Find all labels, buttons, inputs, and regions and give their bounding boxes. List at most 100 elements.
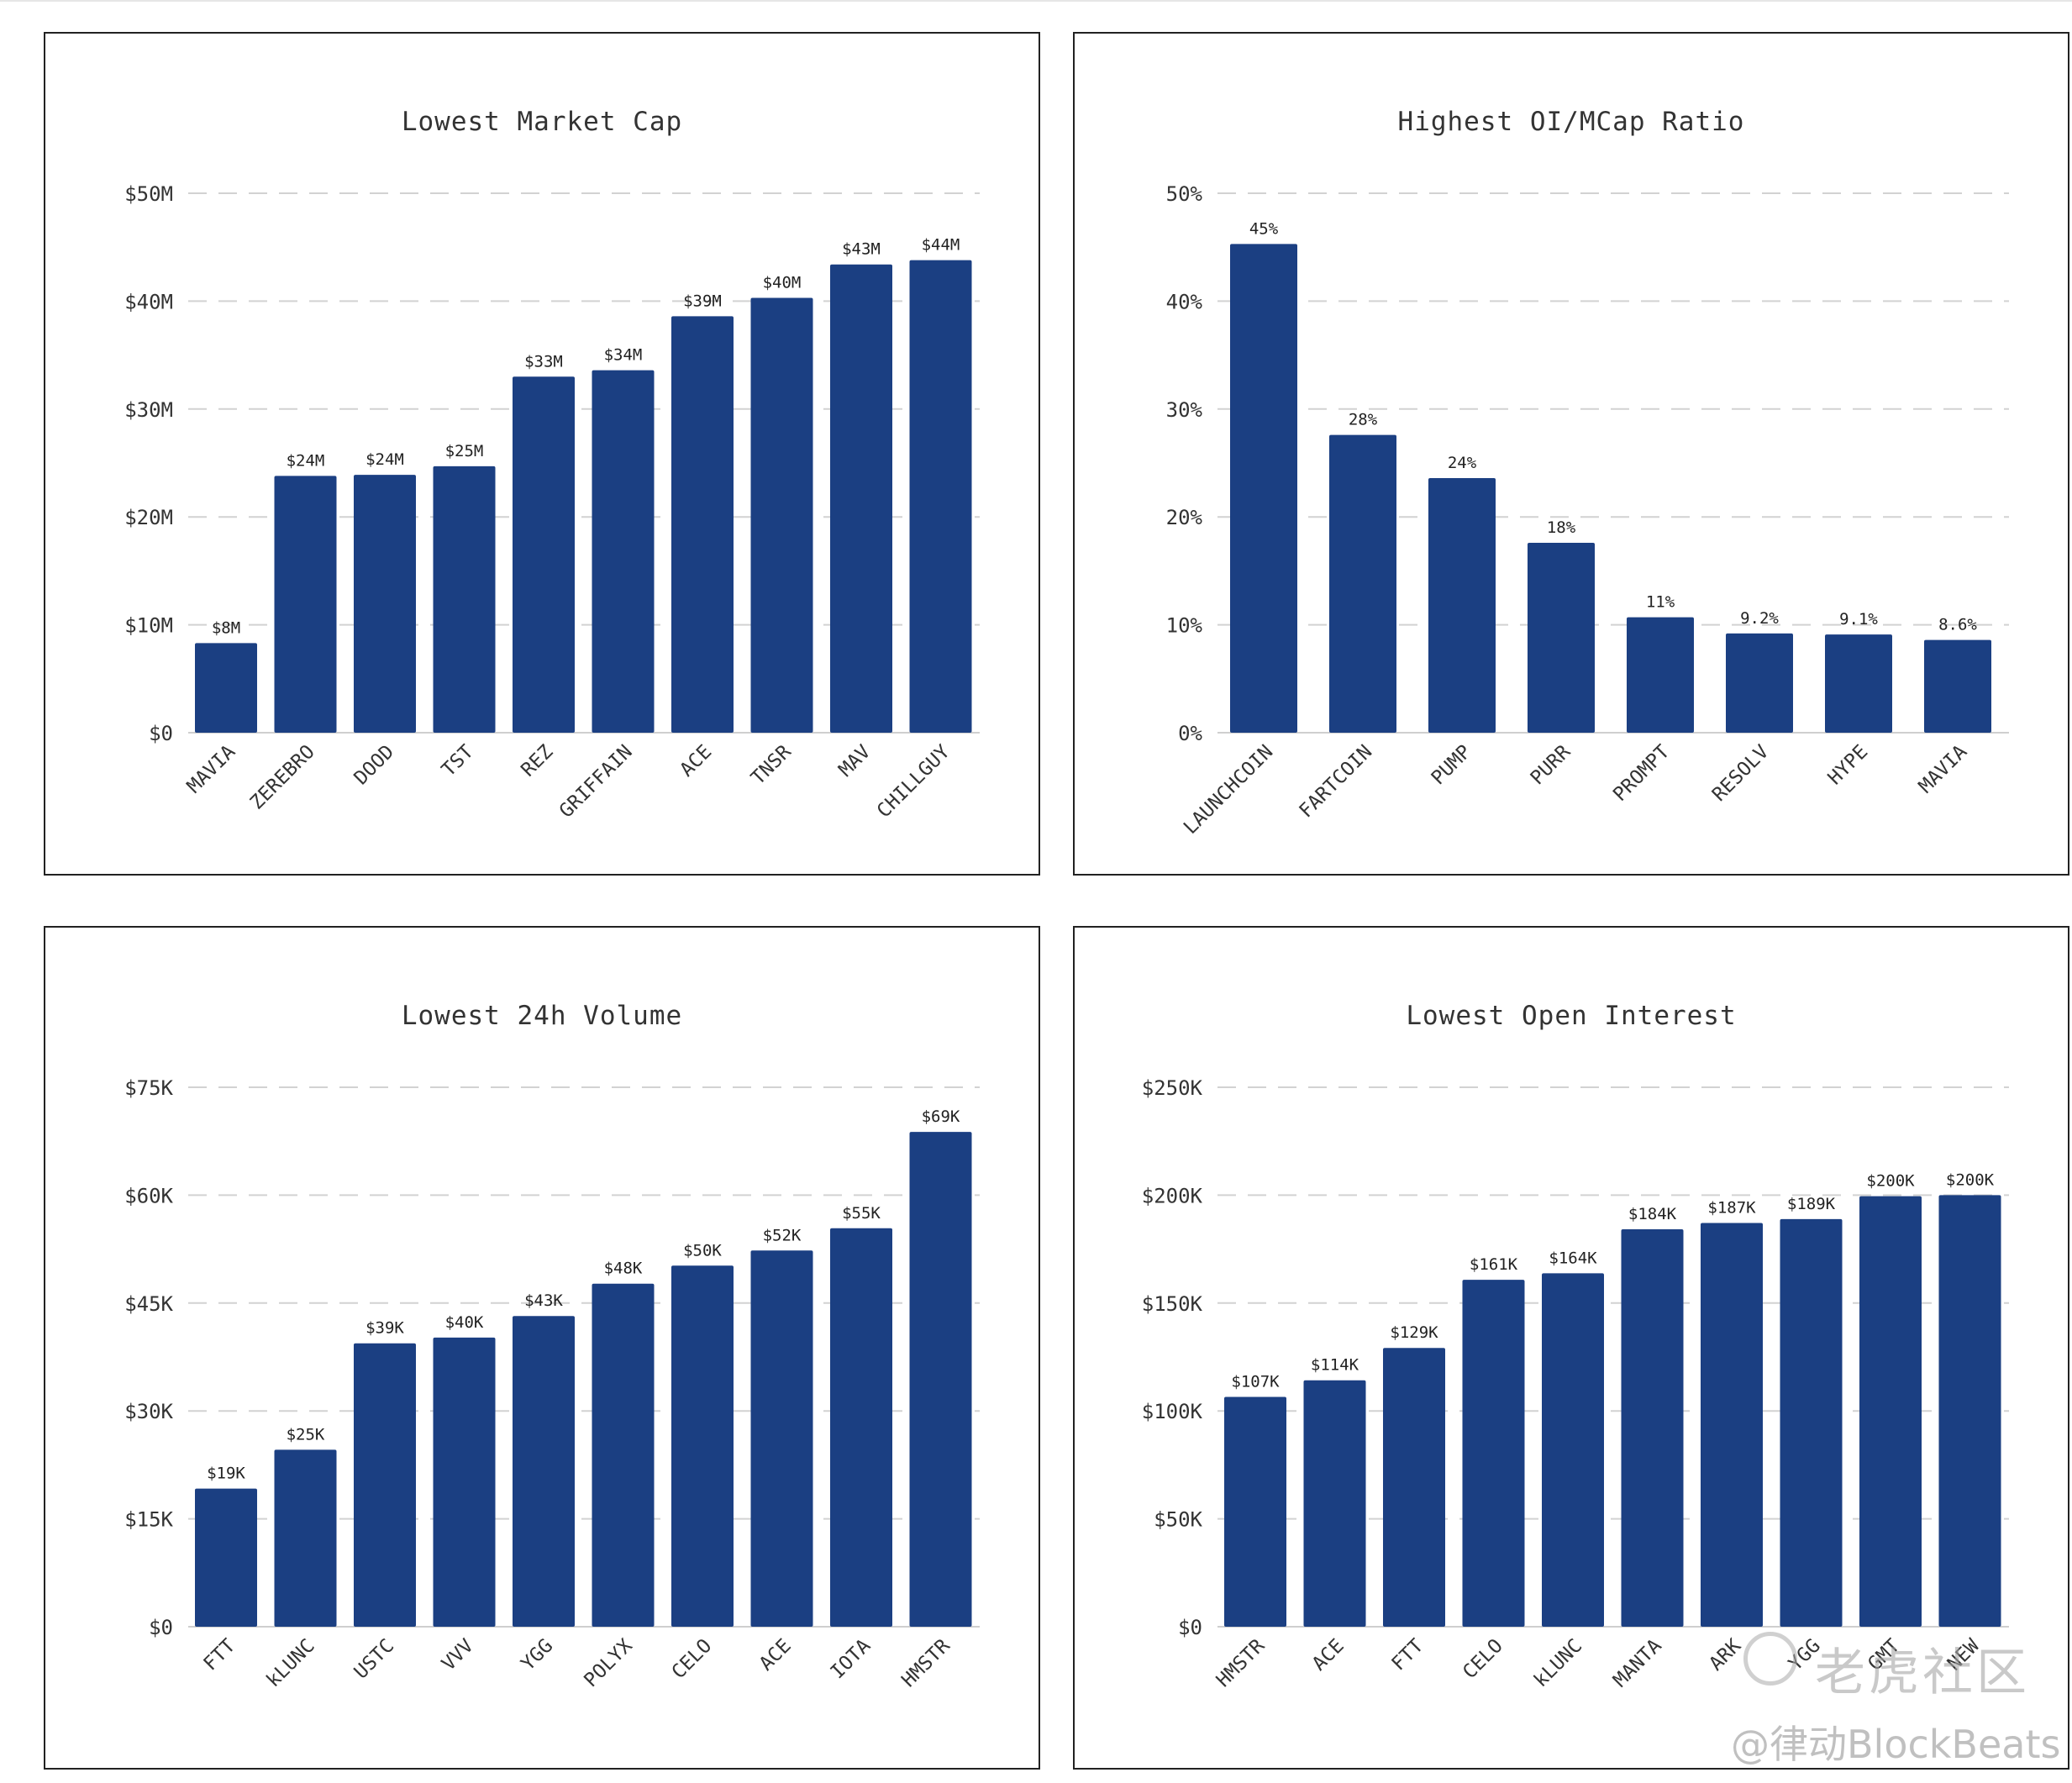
bar-ygg	[513, 1316, 575, 1627]
y-tick-label: 10%	[1166, 614, 1203, 638]
bar-new	[1938, 1195, 2001, 1627]
data-label: $43K	[524, 1291, 563, 1310]
chart-title: Highest OI/MCap Ratio	[1398, 107, 1745, 137]
x-tick-label: DOOD	[350, 741, 399, 790]
x-tick-label: CELO	[1459, 1635, 1507, 1684]
bar-ace	[671, 316, 734, 733]
data-label: $33M	[524, 352, 563, 371]
data-label: $187K	[1707, 1199, 1756, 1218]
x-tick-label: MAV	[834, 741, 875, 781]
y-tick-label: $75K	[124, 1076, 173, 1100]
chart-title: Lowest 24h Volume	[402, 1001, 682, 1031]
x-tick-label: MAVIA	[1915, 741, 1971, 797]
data-label: $40K	[445, 1313, 484, 1332]
data-label: $39M	[683, 292, 722, 310]
bar-zerebro	[274, 476, 337, 733]
data-label: 45%	[1249, 219, 1279, 238]
chart-svg: Lowest 24h Volume $0 $15K $30K $45K $60K $75K $…	[124, 1001, 980, 1691]
x-tick-label: YGG	[517, 1635, 557, 1675]
chart-panel-lowest-market-cap: Lowest Market Cap $0 $10M $20M $30M $40M $50M $…	[44, 32, 1040, 876]
x-tick-label: VVV	[438, 1635, 478, 1675]
data-label: $129K	[1390, 1323, 1438, 1342]
bar-chillguy	[909, 260, 972, 733]
x-tick-label: TNSR	[747, 741, 796, 790]
x-tick-label: MAVIA	[183, 741, 239, 797]
x-tick-label: POLYX	[580, 1635, 636, 1691]
bar-griffain	[592, 370, 655, 733]
y-tick-label: 20%	[1166, 506, 1203, 529]
data-label: $114K	[1311, 1356, 1359, 1375]
bar-ustc	[354, 1343, 416, 1627]
data-label: $184K	[1628, 1205, 1677, 1223]
top-divider	[0, 0, 2072, 2]
x-tick-label: PUMP	[1428, 741, 1476, 790]
x-tick-label: IOTA	[827, 1635, 876, 1684]
data-label: $52K	[763, 1226, 802, 1244]
bar-purr	[1528, 543, 1595, 733]
chart-panel-lowest-open-interest: Lowest Open Interest $0 $50K $100K $150K $200…	[1073, 926, 2069, 1770]
x-tick-label: kLUNC	[262, 1635, 318, 1691]
x-tick-label: RESOLV	[1708, 741, 1773, 806]
chart-title: Lowest Market Cap	[402, 107, 682, 137]
data-label: $24M	[287, 451, 325, 470]
data-label: 8.6%	[1938, 616, 1977, 634]
x-tick-label: HYPE	[1824, 741, 1873, 790]
x-tick-label: CHILLGUY	[873, 741, 954, 823]
y-tick-label: $0	[149, 1616, 173, 1639]
y-tick-label: $200K	[1142, 1184, 1203, 1207]
data-label: $200K	[1946, 1170, 1995, 1189]
data-label: $19K	[207, 1465, 245, 1483]
data-label: 9.2%	[1740, 609, 1779, 628]
bar-vvv	[433, 1337, 496, 1627]
y-tick-label: $150K	[1142, 1292, 1203, 1316]
y-tick-label: $15K	[124, 1508, 173, 1532]
bar-iota	[830, 1228, 892, 1627]
bar-tnsr	[750, 297, 813, 734]
data-label: $69K	[922, 1107, 960, 1126]
x-tick-label: ACE	[676, 741, 716, 781]
bar-ygg	[1780, 1218, 1843, 1627]
chart-title: Lowest Open Interest	[1406, 1001, 1736, 1031]
bar-gmt	[1859, 1196, 1922, 1627]
y-tick-label: $0	[1178, 1616, 1202, 1639]
data-label: $161K	[1470, 1255, 1518, 1274]
x-tick-label: GRIFFAIN	[555, 741, 637, 823]
data-label: $25K	[287, 1425, 325, 1444]
x-tick-label: ACE	[755, 1635, 796, 1675]
y-tick-label: $10M	[124, 614, 173, 638]
data-label: $107K	[1231, 1373, 1280, 1391]
data-label: $24M	[365, 450, 404, 469]
data-label: $39K	[365, 1319, 404, 1338]
bar-ace	[1303, 1380, 1366, 1627]
bar-tst	[433, 465, 496, 733]
watermark-logo-text: 老虎社区	[1815, 1644, 2030, 1702]
x-tick-label: FTT	[199, 1635, 239, 1675]
x-tick-label: CELO	[668, 1635, 717, 1684]
bar-dood	[354, 475, 416, 733]
x-tick-label: TST	[438, 741, 478, 781]
x-tick-label: LAUNCHCOIN	[1180, 741, 1277, 839]
bar-mav	[830, 264, 892, 733]
bar-hmstr	[909, 1132, 972, 1627]
bar-hmstr	[1224, 1396, 1286, 1627]
data-label: 24%	[1448, 454, 1477, 472]
bar-ace	[750, 1250, 813, 1627]
bar-ark	[1701, 1223, 1763, 1627]
x-tick-label: REZ	[517, 741, 557, 781]
data-label: $164K	[1549, 1249, 1597, 1267]
y-tick-label: $50M	[124, 182, 173, 206]
data-label: 11%	[1646, 593, 1675, 612]
y-tick-label: $30M	[124, 398, 173, 422]
data-label: $48K	[604, 1260, 643, 1278]
y-tick-label: 40%	[1166, 290, 1203, 313]
y-tick-label: $20M	[124, 506, 173, 529]
chart-svg: Highest OI/MCap Ratio 0% 10% 20% 30% 40% 50% 45…	[1166, 107, 2009, 839]
data-label: $34M	[604, 346, 643, 365]
data-label: $40M	[763, 274, 802, 292]
y-tick-label: $30K	[124, 1400, 173, 1423]
x-tick-label: PURR	[1527, 741, 1575, 790]
data-label: $200K	[1866, 1172, 1915, 1191]
data-label: $55K	[842, 1204, 881, 1223]
data-label: 28%	[1349, 411, 1378, 429]
x-tick-label: ARK	[1705, 1635, 1745, 1675]
